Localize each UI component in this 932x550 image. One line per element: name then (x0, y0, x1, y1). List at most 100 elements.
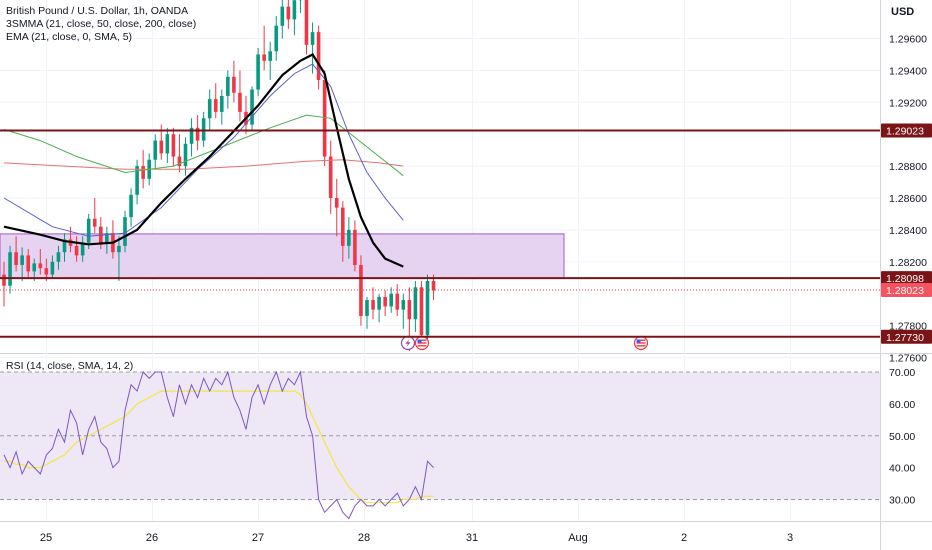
candle-body[interactable] (195, 127, 200, 141)
candle-body[interactable] (371, 300, 375, 310)
candle[interactable] (74, 236, 79, 262)
price-tick-label[interactable]: 1.27600 (889, 353, 927, 365)
legend-ema[interactable]: EMA (21, close, 0, SMA, 5) (6, 31, 133, 43)
candle-body[interactable] (419, 287, 424, 336)
candle[interactable] (383, 290, 387, 317)
candle-body[interactable] (310, 32, 315, 45)
candle-body[interactable] (274, 25, 279, 52)
candle-body[interactable] (141, 166, 145, 179)
candle-body[interactable] (105, 233, 109, 243)
legend-smma[interactable]: 3SMMA (21, close, 50, close, 200, close) (6, 18, 197, 30)
rsi-tick-label[interactable]: 30.00 (889, 495, 915, 507)
candle-body[interactable] (123, 217, 127, 246)
candle[interactable] (353, 220, 357, 272)
candle[interactable] (419, 280, 424, 342)
candle[interactable] (189, 118, 194, 157)
candle-body[interactable] (238, 92, 242, 112)
candle[interactable] (80, 236, 85, 262)
rsi-tick-label[interactable]: 70.00 (889, 367, 915, 379)
candle[interactable] (328, 140, 333, 214)
lightning-icon[interactable] (400, 335, 416, 351)
rsi-band-fill[interactable] (0, 372, 880, 500)
candle[interactable] (220, 89, 224, 125)
smma-21-line[interactable] (3, 63, 404, 237)
price-tag-label[interactable]: 1.29023 (886, 126, 924, 138)
price-tick-label[interactable]: 1.28600 (889, 193, 927, 205)
candle-body[interactable] (38, 263, 43, 269)
candle[interactable] (123, 210, 127, 253)
currency-label[interactable]: USD (891, 6, 915, 18)
candle-body[interactable] (14, 252, 18, 265)
candle-body[interactable] (220, 95, 224, 112)
candle-body[interactable] (377, 296, 381, 310)
price-tag-label[interactable]: 1.28098 (886, 273, 924, 285)
price-tick-label[interactable]: 1.29400 (889, 65, 927, 77)
rsi-tick-label[interactable]: 60.00 (889, 399, 915, 411)
candle[interactable] (304, 0, 309, 55)
level-price-tag[interactable] (881, 329, 932, 344)
last-price-tag[interactable] (881, 283, 932, 298)
price-tick-label[interactable]: 1.28200 (889, 257, 927, 269)
candle[interactable] (213, 83, 218, 119)
candle[interactable] (207, 89, 212, 132)
candle-body[interactable] (389, 293, 393, 307)
candle[interactable] (92, 198, 97, 234)
candle-body[interactable] (171, 134, 176, 157)
price-tick-label[interactable]: 1.28800 (889, 161, 927, 173)
candle-body[interactable] (183, 143, 188, 167)
candle-body[interactable] (250, 89, 254, 125)
candle-body[interactable] (395, 293, 400, 310)
candle-body[interactable] (256, 54, 260, 90)
time-tick-label[interactable]: 27 (252, 532, 264, 544)
candle[interactable] (262, 25, 266, 71)
rsi-line[interactable] (3, 370, 434, 520)
candle[interactable] (56, 245, 61, 270)
candle-body[interactable] (280, 6, 285, 26)
candle-body[interactable] (383, 296, 387, 307)
time-tick-label[interactable]: 25 (40, 532, 52, 544)
candle-body[interactable] (165, 134, 170, 154)
price-tick-label[interactable]: 1.29600 (889, 34, 927, 46)
candle-body[interactable] (226, 76, 230, 96)
candle[interactable] (268, 41, 272, 80)
candle[interactable] (341, 201, 345, 262)
candle[interactable] (274, 16, 279, 61)
candle[interactable] (117, 236, 121, 281)
candle-body[interactable] (365, 300, 369, 317)
candle[interactable] (20, 247, 24, 281)
candle[interactable] (105, 226, 109, 254)
candle-body[interactable] (86, 218, 91, 243)
time-tick-label[interactable]: 31 (466, 532, 478, 544)
candle[interactable] (38, 249, 43, 275)
candle[interactable] (347, 217, 351, 259)
candle[interactable] (8, 245, 12, 294)
candle[interactable] (50, 255, 55, 278)
candle-body[interactable] (262, 54, 266, 61)
us-flag-icon[interactable] (414, 335, 430, 351)
candle[interactable] (226, 70, 230, 109)
candle-body[interactable] (189, 127, 194, 144)
level-price-tag[interactable] (881, 123, 932, 138)
price-tag-label[interactable]: 1.28023 (886, 285, 924, 297)
candle[interactable] (377, 293, 381, 323)
candle-body[interactable] (32, 263, 37, 272)
rsi-tick-label[interactable]: 40.00 (889, 463, 915, 475)
candle-body[interactable] (341, 207, 345, 246)
candle[interactable] (310, 22, 315, 74)
time-tick-label[interactable]: 28 (358, 532, 370, 544)
candle-body[interactable] (304, 0, 309, 45)
candle[interactable] (14, 236, 18, 272)
candle[interactable] (177, 134, 182, 173)
candle[interactable] (195, 115, 200, 151)
candle[interactable] (165, 127, 170, 163)
candle-body[interactable] (347, 229, 351, 246)
candle[interactable] (238, 70, 242, 122)
candle-body[interactable] (268, 51, 272, 61)
candle-body[interactable] (2, 274, 6, 286)
level-price-tag[interactable] (881, 271, 932, 286)
candle-body[interactable] (74, 245, 79, 256)
candle-body[interactable] (201, 118, 206, 141)
candle[interactable] (153, 134, 158, 170)
price-tick-label[interactable]: 1.29200 (889, 97, 927, 109)
